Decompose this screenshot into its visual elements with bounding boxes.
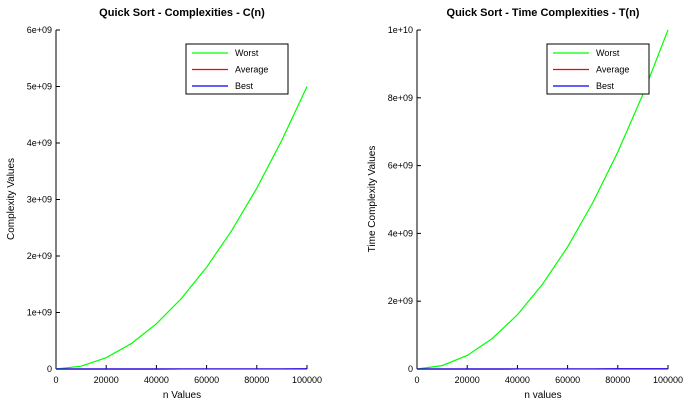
time-complexities-chart: Quick Sort - Time Complexities - T(n) n … [367, 7, 683, 401]
y-tick-label: 5e+09 [27, 82, 52, 92]
y-tick-label: 8e+09 [388, 93, 413, 103]
legend-label: Worst [235, 48, 259, 58]
y-axis-label: Complexity Values [6, 158, 17, 240]
legend-label: Average [235, 65, 268, 75]
x-axis-label: n Values [163, 390, 201, 401]
legend-label: Best [596, 81, 615, 91]
chart-title: Quick Sort - Time Complexities - T(n) [447, 7, 640, 19]
y-tick-label: 1e+10 [388, 25, 413, 35]
series-line-worst [416, 29, 669, 370]
x-tick-label: 60000 [555, 375, 580, 385]
legend-label: Average [596, 65, 629, 75]
y-tick-label: 0 [408, 364, 413, 374]
x-tick-label: 40000 [505, 375, 530, 385]
x-tick-label: 20000 [455, 375, 480, 385]
y-tick-label: 6e+09 [27, 25, 52, 35]
chart-title: Quick Sort - Complexities - C(n) [99, 7, 265, 19]
y-tick-label: 3e+09 [27, 195, 52, 205]
legend-label: Worst [596, 48, 620, 58]
y-tick-label: 2e+09 [388, 296, 413, 306]
x-tick-label: 60000 [194, 375, 219, 385]
x-tick-label: 20000 [94, 375, 119, 385]
y-axis-label: Time Complexity Values [367, 146, 378, 253]
complexities-chart: Quick Sort - Complexities - C(n) n Value… [6, 7, 322, 401]
x-axis-label: n values [524, 390, 561, 401]
x-tick-label: 0 [53, 375, 58, 385]
x-tick-label: 0 [414, 375, 419, 385]
legend-label: Best [235, 81, 254, 91]
x-tick-label: 100000 [292, 375, 322, 385]
y-tick-label: 4e+09 [388, 228, 413, 238]
series-line-worst [55, 86, 308, 370]
x-tick-label: 100000 [653, 375, 683, 385]
y-tick-label: 6e+09 [388, 161, 413, 171]
y-tick-label: 2e+09 [27, 251, 52, 261]
x-tick-label: 80000 [605, 375, 630, 385]
y-tick-label: 4e+09 [27, 138, 52, 148]
x-tick-label: 80000 [244, 375, 269, 385]
y-tick-label: 0 [47, 364, 52, 374]
x-tick-label: 40000 [144, 375, 169, 385]
y-tick-label: 1e+09 [27, 308, 52, 318]
